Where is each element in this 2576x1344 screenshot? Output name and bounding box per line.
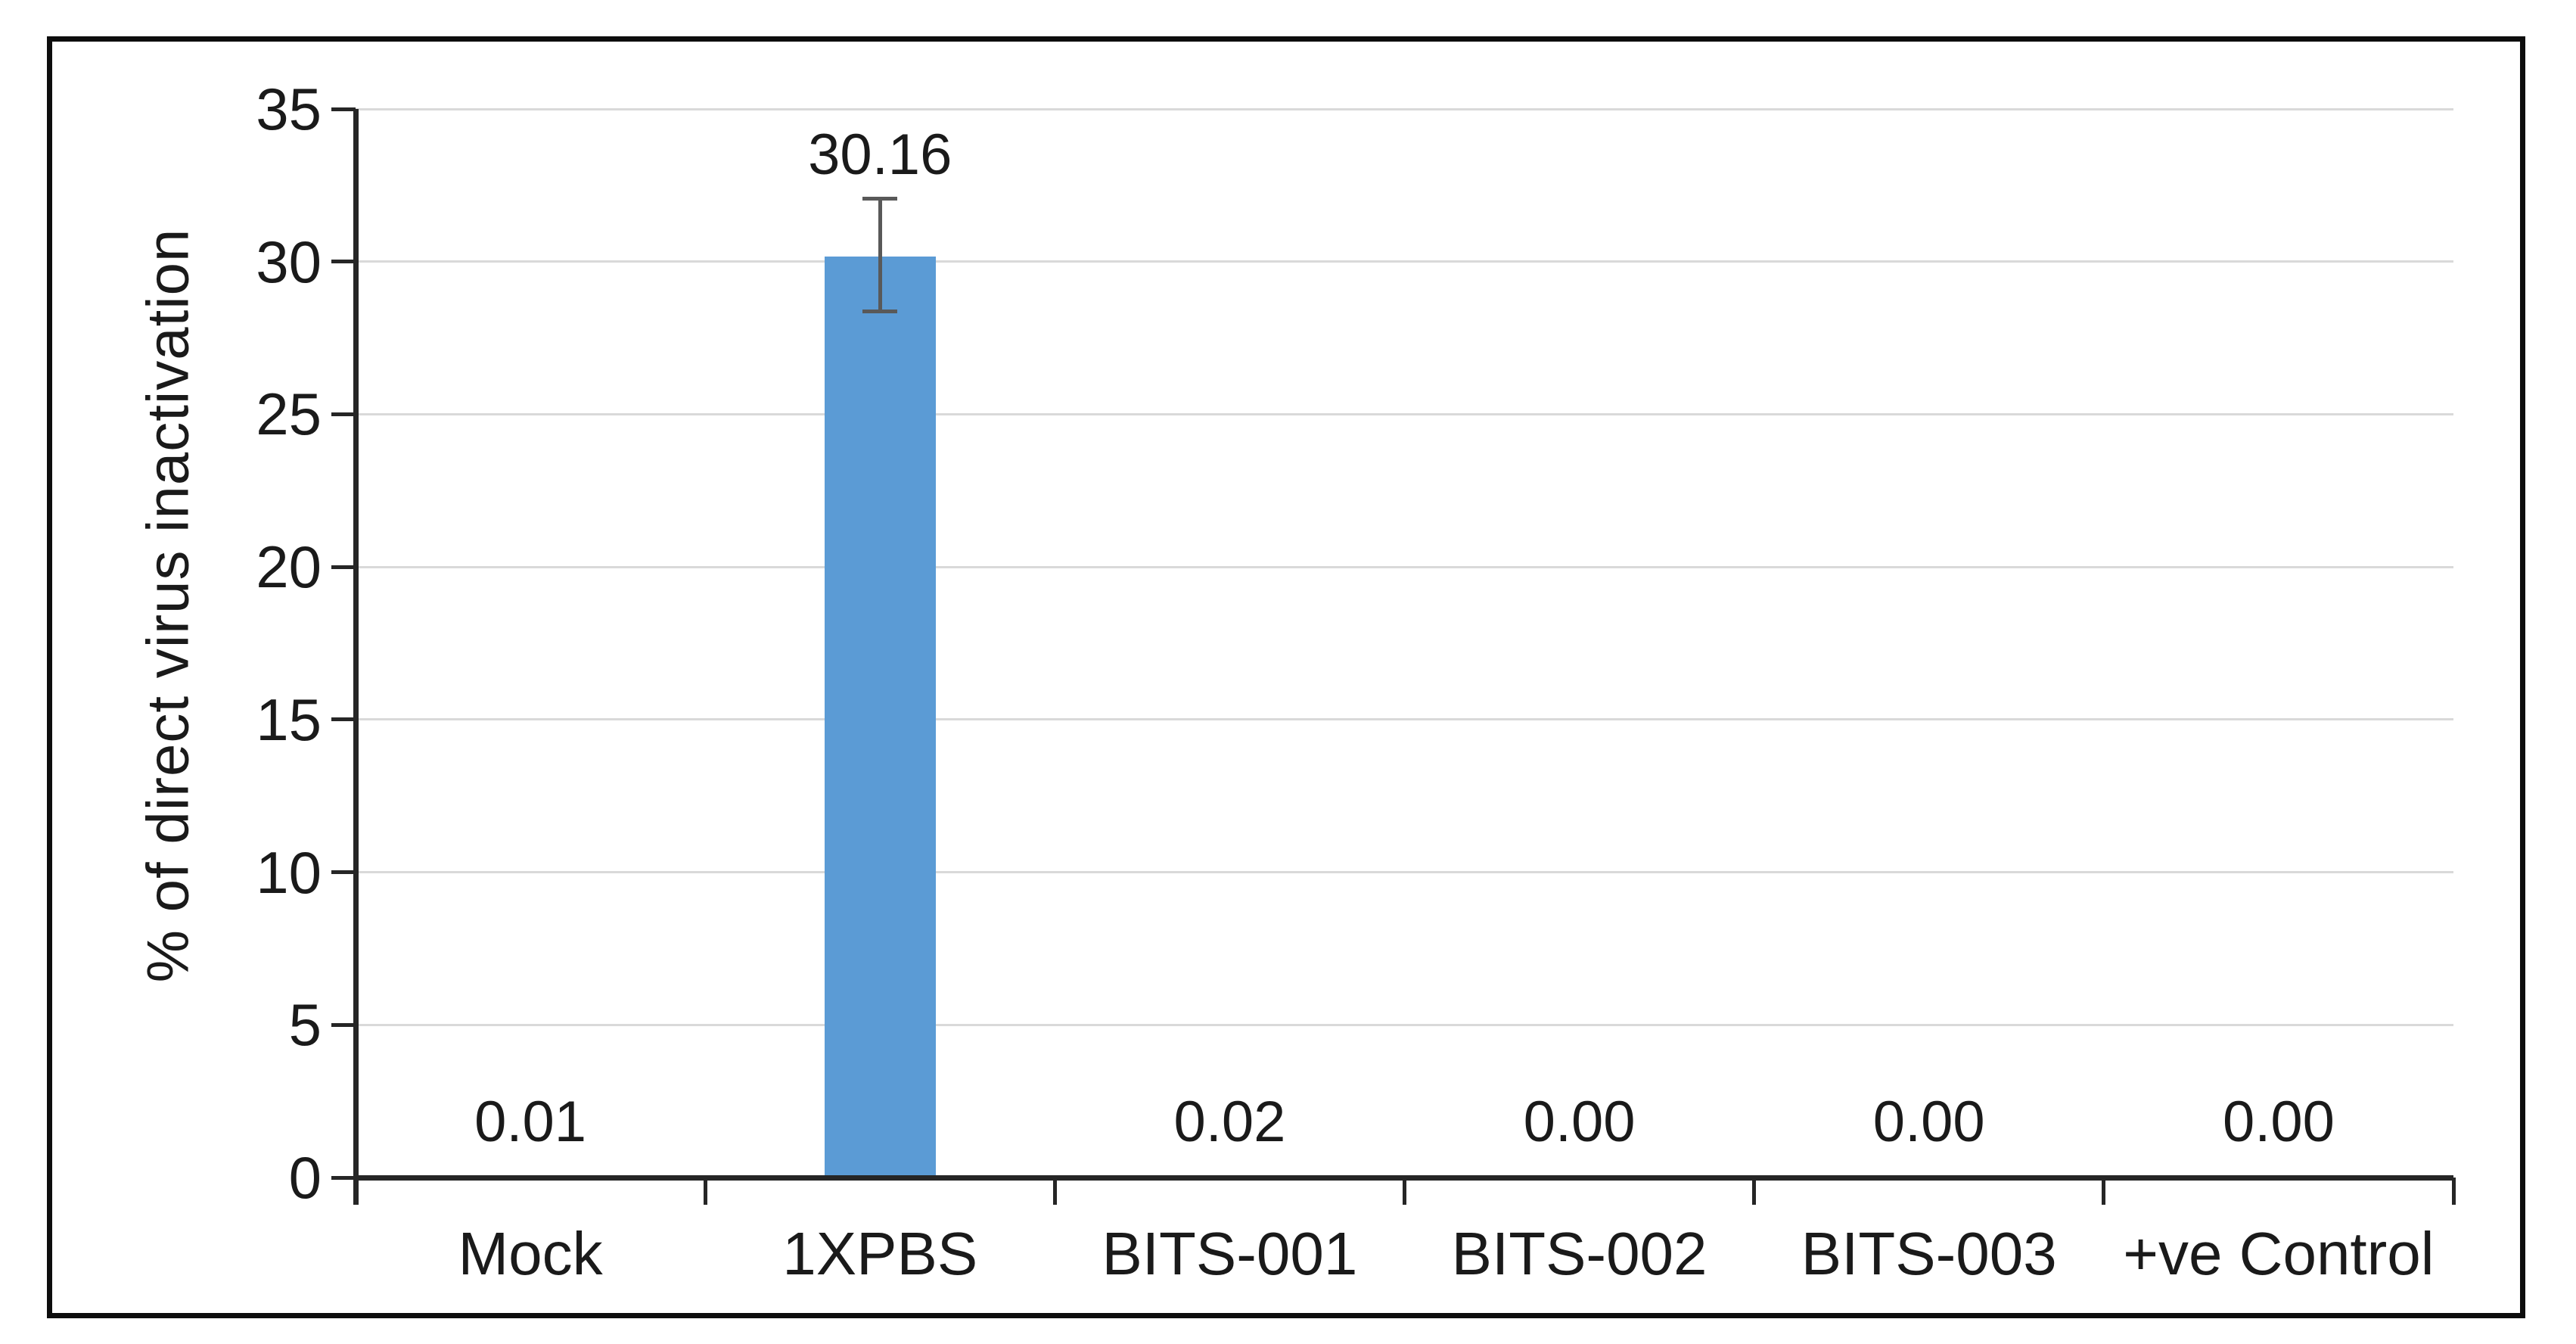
y-tick-label: 0	[288, 1144, 322, 1211]
y-tick-label: 10	[256, 838, 322, 906]
y-axis-line	[353, 109, 359, 1205]
x-tick	[353, 1178, 358, 1205]
y-tick	[331, 717, 356, 722]
x-tick	[703, 1178, 707, 1205]
y-gridline	[356, 260, 2453, 263]
x-category-label: +ve Control	[2123, 1220, 2435, 1287]
error-bar-line	[878, 198, 882, 312]
data-label: 0.00	[1523, 1090, 1636, 1154]
y-gridline	[356, 412, 2453, 415]
x-category-label: BITS-002	[1451, 1220, 1707, 1287]
y-gridline	[356, 718, 2453, 721]
y-tick-label: 5	[288, 991, 322, 1059]
data-label: 0.00	[2222, 1090, 2335, 1154]
y-tick	[331, 412, 356, 416]
bar-1xpbs	[824, 257, 936, 1178]
y-tick-label: 30	[256, 228, 322, 295]
x-tick	[1403, 1178, 1406, 1205]
x-category-label: BITS-001	[1102, 1220, 1358, 1287]
y-tick	[331, 1175, 356, 1180]
x-tick	[2102, 1178, 2106, 1205]
data-label: 0.01	[474, 1090, 587, 1154]
data-label: 30.16	[808, 122, 952, 187]
x-tick	[1052, 1178, 1057, 1205]
plot-area: 0 5 10 15 20 25 30 35 Mock 1XPBS BITS-001 BITS-002 B…	[256, 76, 2456, 1287]
y-gridline	[356, 107, 2453, 110]
x-category-label: Mock	[458, 1220, 603, 1287]
y-tick-label: 20	[256, 534, 322, 601]
y-tick-label: 15	[256, 686, 322, 753]
figure-border	[47, 36, 2525, 1318]
y-gridline	[356, 871, 2453, 874]
y-tick-label: 25	[256, 381, 322, 448]
y-tick-label: 35	[256, 76, 322, 142]
data-label: 0.02	[1173, 1090, 1286, 1154]
x-category-label: BITS-003	[1801, 1220, 2057, 1287]
error-bar-cap-top	[862, 197, 898, 201]
y-tick	[331, 1022, 356, 1027]
y-gridline	[356, 1023, 2453, 1026]
data-label: 0.00	[1872, 1090, 1985, 1154]
x-tick	[2451, 1178, 2456, 1205]
y-tick	[331, 870, 356, 875]
x-category-label: 1XPBS	[782, 1220, 978, 1287]
x-tick	[1752, 1178, 1757, 1205]
y-tick	[331, 260, 356, 264]
error-bar-cap-bottom	[862, 310, 898, 314]
y-tick	[331, 565, 356, 569]
y-tick	[331, 107, 356, 111]
y-gridline	[356, 565, 2453, 568]
